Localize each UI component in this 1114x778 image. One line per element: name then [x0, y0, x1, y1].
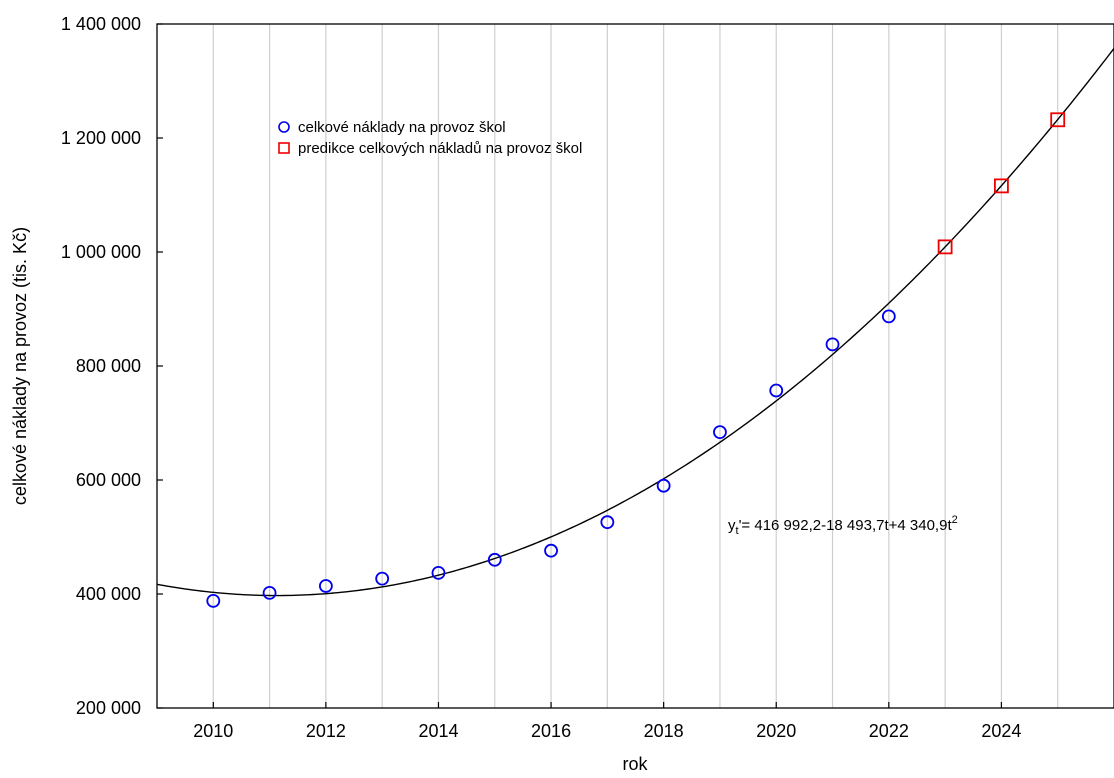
x-tick-label: 2016 — [531, 721, 571, 741]
x-tick-label: 2012 — [306, 721, 346, 741]
legend: celkové náklady na provoz škol predikce … — [278, 119, 582, 157]
equation-superscript: 2 — [952, 514, 958, 526]
trend-equation: yt'= 416 992,2-18 493,7t+4 340,9t2 — [728, 514, 958, 537]
plot-frame — [156, 23, 1114, 709]
data-point-observed — [713, 425, 727, 440]
x-axis: 2010 2012 2014 2016 2018 2020 2022 2024 — [193, 702, 1021, 741]
y-axis: 200 000 400 000 600 000 800 000 1 000 000 1 2… — [61, 14, 163, 718]
trend-curve — [156, 48, 1114, 597]
data-point-observed — [431, 566, 446, 580]
legend-marker-predicted — [278, 142, 290, 154]
data-point-observed — [600, 515, 615, 530]
trend-layer — [156, 48, 1114, 597]
equation-subscript: t — [736, 525, 739, 537]
data-point-observed — [487, 552, 502, 567]
x-axis-title: rok — [622, 754, 648, 774]
y-tick-label: 400 000 — [76, 584, 141, 604]
y-tick-label: 600 000 — [76, 470, 141, 490]
points-layer — [206, 112, 1066, 608]
data-point-observed — [656, 478, 671, 493]
data-point-observed — [544, 543, 558, 558]
data-point-observed — [769, 383, 784, 398]
equation-body: '= 416 992,2-18 493,7t+4 340,9t — [739, 517, 953, 534]
x-tick-label: 2020 — [756, 721, 796, 741]
data-point-predicted — [994, 178, 1009, 194]
data-point-observed — [825, 337, 840, 352]
data-point-observed — [375, 571, 390, 586]
y-tick-label: 1 000 000 — [61, 242, 141, 262]
x-tick-label: 2022 — [869, 721, 909, 741]
legend-label-observed: celkové náklady na provoz škol — [298, 119, 506, 136]
legend-marker-observed — [278, 121, 290, 133]
y-tick-label: 200 000 — [76, 698, 141, 718]
data-point-predicted — [1050, 112, 1066, 128]
y-axis-title: celkové náklady na provoz (tis. Kč) — [10, 227, 30, 505]
data-point-observed — [262, 585, 277, 600]
x-tick-label: 2018 — [644, 721, 684, 741]
x-tick-label: 2010 — [193, 721, 233, 741]
y-tick-label: 1 400 000 — [61, 14, 141, 34]
data-point-observed — [881, 309, 896, 324]
y-tick-label: 800 000 — [76, 356, 141, 376]
x-tick-label: 2024 — [981, 721, 1021, 741]
y-tick-label: 1 200 000 — [61, 128, 141, 148]
grid — [212, 24, 1059, 708]
equation-y: y — [728, 517, 736, 534]
data-point-observed — [318, 579, 333, 593]
data-point-observed — [206, 593, 221, 608]
legend-label-predicted: predikce celkových nákladů na provoz ško… — [298, 140, 582, 157]
data-point-predicted — [937, 239, 953, 255]
x-tick-label: 2014 — [418, 721, 458, 741]
